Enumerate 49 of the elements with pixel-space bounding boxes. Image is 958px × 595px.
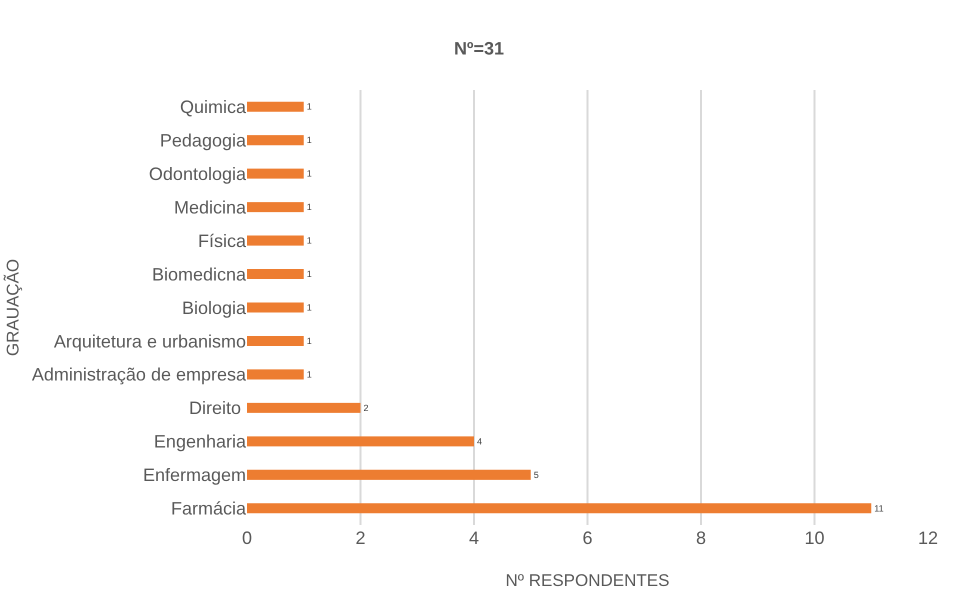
- y-axis-title: GRAUAÇÃO: [3, 258, 22, 356]
- y-tick-label: Engenharia: [154, 432, 247, 452]
- y-tick-label: Medicina: [174, 197, 247, 218]
- data-label: 11: [874, 503, 884, 514]
- data-label: 1: [306, 302, 312, 313]
- y-tick-label: Quimica: [180, 97, 247, 118]
- bar: [247, 336, 304, 346]
- bar: [247, 102, 304, 112]
- y-tick-label: Odontologia: [148, 164, 247, 184]
- bar: [247, 436, 474, 446]
- data-label: 1: [306, 135, 312, 146]
- data-label: 1: [306, 102, 312, 112]
- y-tick-label: Farmácia: [170, 498, 247, 519]
- x-tick-label: 8: [696, 528, 706, 548]
- y-tick-label: Enfermagem: [142, 465, 246, 486]
- x-tick-label: 0: [242, 528, 252, 548]
- bar: [247, 470, 531, 480]
- bar: [247, 269, 304, 280]
- x-axis-title: Nº RESPONDENTES: [506, 571, 670, 590]
- bar: [247, 135, 304, 146]
- x-tick-label: 12: [918, 528, 938, 548]
- data-label: 1: [306, 369, 312, 380]
- data-label: 1: [306, 202, 312, 212]
- data-label: 1: [306, 236, 312, 246]
- x-tick-label: 6: [582, 528, 593, 548]
- bar: [247, 369, 304, 380]
- bar: [247, 202, 304, 212]
- chart-title: Nº=31: [454, 38, 504, 58]
- x-tick-label: 4: [468, 528, 480, 548]
- bar: [247, 302, 304, 313]
- bar: [247, 236, 304, 246]
- y-tick-label: Pedagogia: [160, 130, 247, 150]
- data-label: 1: [306, 168, 312, 179]
- bar: [247, 402, 360, 413]
- y-tick-label: Direito: [188, 398, 246, 418]
- x-tick-label: 10: [804, 528, 825, 548]
- x-tick-label: 2: [355, 528, 366, 548]
- y-tick-label: Administração de empresa: [32, 364, 247, 385]
- data-label: 1: [306, 269, 312, 280]
- y-tick-label: Biomedicna: [152, 264, 247, 284]
- bar: [247, 168, 304, 179]
- data-label: 4: [477, 436, 482, 446]
- data-label: 1: [306, 336, 312, 346]
- bar: [247, 503, 872, 514]
- y-tick-label: Arquitetura e urbanismo: [54, 331, 246, 352]
- y-tick-label: Física: [198, 230, 247, 251]
- y-tick-label: Biologia: [182, 298, 247, 318]
- data-label: 2: [364, 402, 369, 413]
- data-label: 5: [534, 470, 539, 480]
